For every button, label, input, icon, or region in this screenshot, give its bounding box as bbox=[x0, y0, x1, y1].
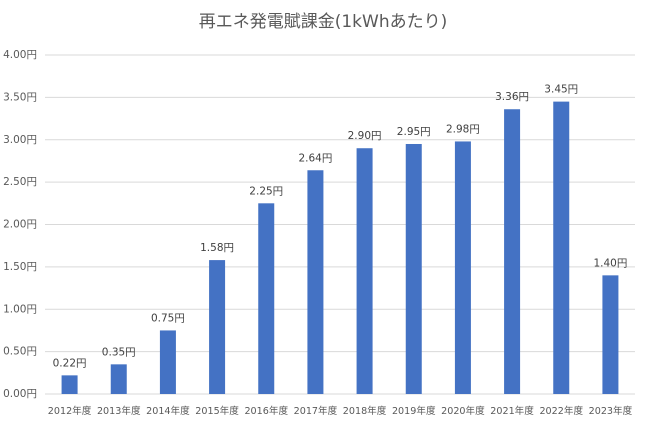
x-tick-label: 2020年度 bbox=[441, 405, 485, 417]
value-label: 1.40円 bbox=[593, 257, 627, 269]
bar bbox=[307, 170, 324, 394]
value-label: 0.75円 bbox=[151, 312, 185, 324]
bar bbox=[356, 148, 373, 394]
y-tick-label: 3.50円 bbox=[3, 91, 37, 103]
value-label: 1.58円 bbox=[200, 242, 234, 254]
y-tick-label: 3.00円 bbox=[3, 134, 37, 146]
x-tick-label: 2016年度 bbox=[244, 405, 288, 417]
bar bbox=[553, 101, 570, 395]
bar bbox=[61, 375, 78, 394]
x-tick-label: 2012年度 bbox=[48, 405, 92, 417]
y-tick-label: 0.50円 bbox=[3, 346, 37, 358]
bar bbox=[258, 203, 275, 394]
value-label: 2.64円 bbox=[298, 152, 332, 164]
y-tick-label: 4.00円 bbox=[3, 49, 37, 61]
chart-title: 再エネ発電賦課金(1kWhあたり) bbox=[199, 12, 448, 32]
y-tick-label: 2.00円 bbox=[3, 219, 37, 231]
y-tick-label: 1.50円 bbox=[3, 261, 37, 273]
bar bbox=[209, 260, 226, 394]
value-label: 2.90円 bbox=[348, 130, 382, 142]
x-tick-label: 2023年度 bbox=[589, 405, 633, 417]
value-label: 0.22円 bbox=[53, 357, 87, 369]
bar bbox=[159, 330, 176, 394]
x-tick-label: 2019年度 bbox=[392, 405, 436, 417]
value-label: 2.98円 bbox=[446, 123, 480, 135]
x-tick-label: 2018年度 bbox=[343, 405, 387, 417]
y-tick-label: 2.50円 bbox=[3, 176, 37, 188]
x-tick-label: 2014年度 bbox=[146, 405, 190, 417]
value-label: 3.36円 bbox=[495, 91, 529, 103]
bar bbox=[110, 364, 127, 394]
y-tick-label: 0.00円 bbox=[3, 388, 37, 400]
x-tick-label: 2022年度 bbox=[539, 405, 583, 417]
value-label: 2.25円 bbox=[249, 185, 283, 197]
y-tick-label: 1.00円 bbox=[3, 303, 37, 315]
bar bbox=[504, 109, 521, 395]
value-label: 3.45円 bbox=[544, 84, 578, 96]
x-tick-label: 2021年度 bbox=[490, 405, 534, 417]
bar bbox=[602, 275, 619, 394]
value-label: 0.35円 bbox=[102, 346, 136, 358]
bar bbox=[405, 143, 422, 394]
bar bbox=[454, 141, 471, 394]
x-tick-label: 2013年度 bbox=[97, 405, 141, 417]
value-label: 2.95円 bbox=[397, 126, 431, 138]
x-tick-label: 2015年度 bbox=[195, 405, 239, 417]
x-tick-label: 2017年度 bbox=[294, 405, 338, 417]
